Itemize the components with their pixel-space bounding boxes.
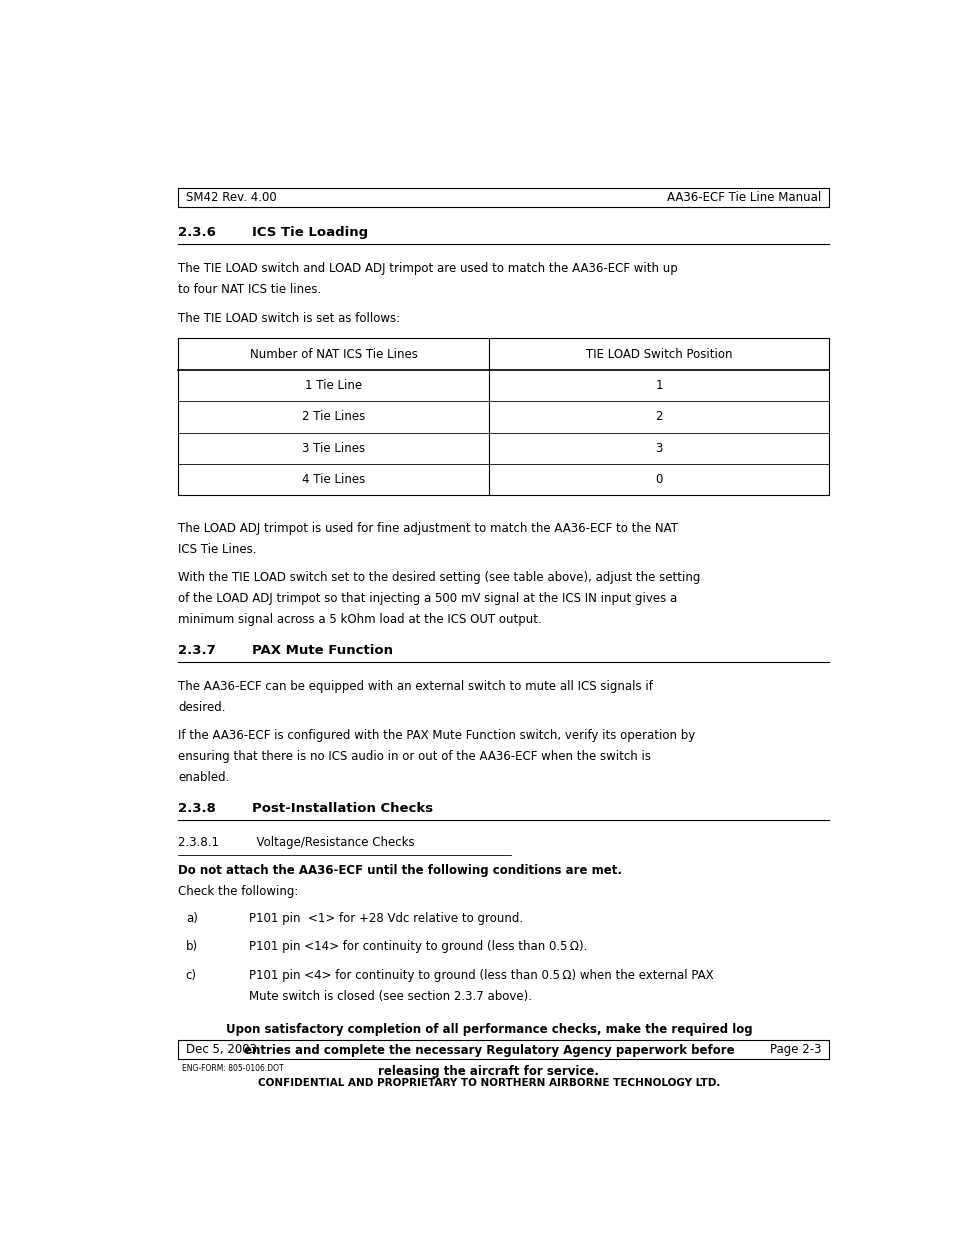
Text: Upon satisfactory completion of all performance checks, make the required log: Upon satisfactory completion of all perf… [225, 1023, 752, 1036]
Text: The TIE LOAD switch and LOAD ADJ trimpot are used to match the AA36-ECF with up: The TIE LOAD switch and LOAD ADJ trimpot… [178, 262, 678, 275]
Text: 3 Tie Lines: 3 Tie Lines [302, 442, 365, 454]
Text: minimum signal across a 5 kOhm load at the ICS OUT output.: minimum signal across a 5 kOhm load at t… [178, 614, 541, 626]
Text: ICS Tie Loading: ICS Tie Loading [252, 226, 368, 240]
Text: entries and complete the necessary Regulatory Agency paperwork before: entries and complete the necessary Regul… [243, 1044, 734, 1057]
Text: 2.3.7: 2.3.7 [178, 643, 216, 657]
Text: The TIE LOAD switch is set as follows:: The TIE LOAD switch is set as follows: [178, 311, 400, 325]
Text: desired.: desired. [178, 700, 226, 714]
Text: CONFIDENTIAL AND PROPRIETARY TO NORTHERN AIRBORNE TECHNOLOGY LTD.: CONFIDENTIAL AND PROPRIETARY TO NORTHERN… [257, 1078, 720, 1088]
Text: 1 Tie Line: 1 Tie Line [305, 379, 362, 391]
FancyBboxPatch shape [178, 188, 828, 207]
Text: 2.3.8.1          Voltage/Resistance Checks: 2.3.8.1 Voltage/Resistance Checks [178, 836, 415, 848]
Text: ENG-FORM: 805-0106.DOT: ENG-FORM: 805-0106.DOT [182, 1065, 283, 1073]
Text: 4 Tie Lines: 4 Tie Lines [302, 473, 365, 487]
Text: PAX Mute Function: PAX Mute Function [252, 643, 393, 657]
Text: 2 Tie Lines: 2 Tie Lines [302, 410, 365, 424]
Text: Page 2-3: Page 2-3 [769, 1044, 821, 1056]
Text: P101 pin <4> for continuity to ground (less than 0.5 Ω) when the external PAX: P101 pin <4> for continuity to ground (l… [249, 969, 713, 982]
Text: a): a) [186, 911, 197, 925]
Text: Dec 5, 2003: Dec 5, 2003 [186, 1044, 256, 1056]
Text: If the AA36-ECF is configured with the PAX Mute Function switch, verify its oper: If the AA36-ECF is configured with the P… [178, 729, 695, 742]
Text: enabled.: enabled. [178, 771, 230, 784]
Bar [178, 338, 828, 495]
Text: AA36-ECF Tie Line Manual: AA36-ECF Tie Line Manual [667, 191, 821, 204]
Text: ICS Tie Lines.: ICS Tie Lines. [178, 543, 256, 556]
Text: 2.3.8: 2.3.8 [178, 802, 216, 815]
Text: of the LOAD ADJ trimpot so that injecting a 500 mV signal at the ICS IN input gi: of the LOAD ADJ trimpot so that injectin… [178, 593, 677, 605]
Text: SM42 Rev. 4.00: SM42 Rev. 4.00 [186, 191, 276, 204]
Text: 2: 2 [655, 410, 662, 424]
Text: b): b) [186, 940, 197, 953]
Text: The LOAD ADJ trimpot is used for fine adjustment to match the AA36-ECF to the NA: The LOAD ADJ trimpot is used for fine ad… [178, 522, 678, 535]
Text: Post-Installation Checks: Post-Installation Checks [252, 802, 433, 815]
Text: to four NAT ICS tie lines.: to four NAT ICS tie lines. [178, 283, 321, 296]
Text: P101 pin  <1> for +28 Vdc relative to ground.: P101 pin <1> for +28 Vdc relative to gro… [249, 911, 522, 925]
Text: 3: 3 [655, 442, 662, 454]
FancyBboxPatch shape [178, 1040, 828, 1060]
Text: releasing the aircraft for service.: releasing the aircraft for service. [378, 1065, 598, 1078]
Text: 0: 0 [655, 473, 662, 487]
Text: TIE LOAD Switch Position: TIE LOAD Switch Position [585, 347, 732, 361]
Text: With the TIE LOAD switch set to the desired setting (see table above), adjust th: With the TIE LOAD switch set to the desi… [178, 572, 700, 584]
Text: Mute switch is closed (see section 2.3.7 above).: Mute switch is closed (see section 2.3.7… [249, 989, 531, 1003]
Text: 1: 1 [655, 379, 662, 391]
Text: ensuring that there is no ICS audio in or out of the AA36-ECF when the switch is: ensuring that there is no ICS audio in o… [178, 750, 651, 763]
Text: The AA36-ECF can be equipped with an external switch to mute all ICS signals if: The AA36-ECF can be equipped with an ext… [178, 679, 653, 693]
Text: Do not attach the AA36-ECF until the following conditions are met.: Do not attach the AA36-ECF until the fol… [178, 864, 621, 877]
Text: c): c) [186, 969, 196, 982]
Text: Check the following:: Check the following: [178, 885, 298, 898]
Text: Number of NAT ICS Tie Lines: Number of NAT ICS Tie Lines [250, 347, 417, 361]
Text: P101 pin <14> for continuity to ground (less than 0.5 Ω).: P101 pin <14> for continuity to ground (… [249, 940, 586, 953]
Text: 2.3.6: 2.3.6 [178, 226, 216, 240]
